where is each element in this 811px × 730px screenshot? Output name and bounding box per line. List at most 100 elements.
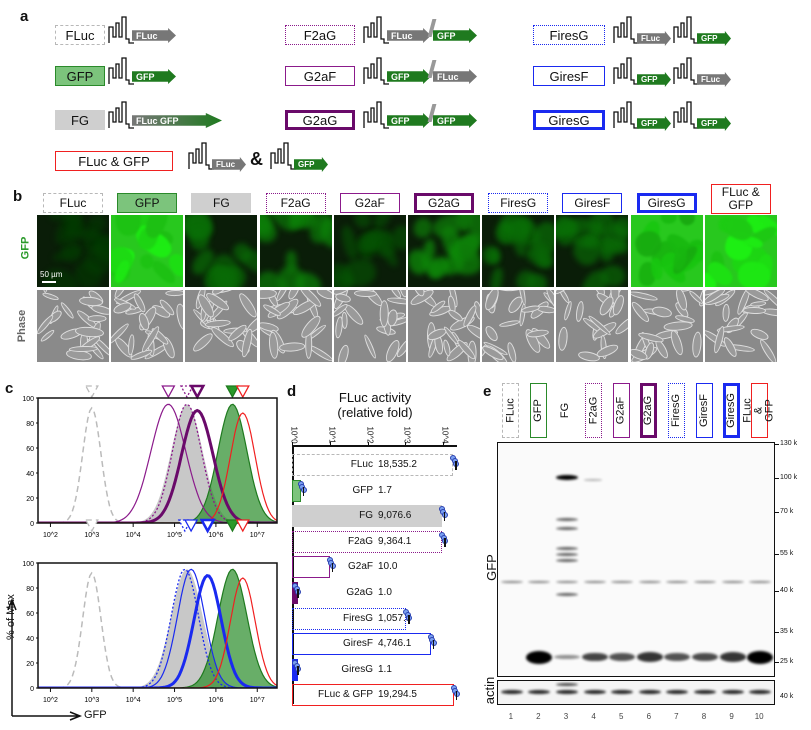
mw-tick (775, 591, 779, 592)
column-label-box: GiresF (562, 193, 623, 213)
mw-marker-label: 40 k (780, 693, 794, 700)
y-tick-label: 20 (26, 661, 34, 668)
gfp-band (526, 650, 553, 664)
cell-outline (190, 330, 216, 355)
x-tick (292, 442, 293, 446)
bar-giresf (292, 633, 431, 656)
promoter-hairpin-icon (108, 101, 134, 129)
gene-arrow-gfp: GFP (387, 113, 431, 128)
axes-arrows-icon (7, 597, 83, 721)
bar-category-label: FG (359, 510, 373, 522)
construct-label-box: GiresG (533, 110, 605, 130)
phase-contrast-image (333, 290, 406, 362)
cell-outline (557, 326, 569, 352)
y-tick-label: 60 (26, 611, 34, 618)
gfp-band (581, 652, 608, 662)
gene-arrow-gfp: GFP (697, 31, 731, 46)
plot-frame (37, 397, 278, 524)
median-marker-triangle (161, 385, 176, 399)
y-tick-label: 40 (26, 636, 34, 643)
gfp-fluorescence-image (259, 215, 332, 287)
promoter-hairpin-icon (613, 16, 639, 44)
error-bar (443, 512, 446, 522)
x-tick (443, 442, 445, 446)
bar-g2af (292, 556, 330, 579)
actin-extra-band (556, 683, 578, 686)
y-tick-label: 80 (26, 421, 34, 428)
gene-arrow-fluc: FLuc (387, 28, 431, 43)
cell-outline (334, 316, 344, 339)
scale-bar-label: 50 µm (40, 270, 63, 279)
cell-outline (663, 320, 693, 332)
histogram-fluc (38, 571, 277, 688)
gene-arrow-gfp: GFP (637, 72, 671, 87)
promoter-hairpin-icon (108, 16, 134, 44)
bar-category-label: G2aF (347, 561, 373, 573)
mw-tick (775, 554, 779, 555)
construct-label-box: FLuc (55, 25, 105, 45)
x-tick-label: 10^4 (126, 532, 141, 539)
actin-band (666, 690, 689, 694)
nonspecific-band (638, 581, 661, 583)
promoter-hairpin-icon (270, 142, 296, 170)
cell-outline (353, 290, 377, 298)
panel-label-d: d (287, 383, 297, 400)
lane-number: 8 (701, 712, 707, 721)
x-tick (405, 442, 407, 446)
y-tick-label: 100 (22, 396, 34, 403)
column-label-box: GFP (117, 193, 178, 213)
cell-outline (630, 290, 658, 302)
gfp-band (719, 652, 746, 662)
construct-label-box: G2aG (285, 110, 355, 130)
chart-subtitle: (relative fold) (337, 405, 413, 420)
phase-contrast-image (259, 290, 332, 362)
column-label-box: FLuc & GFP (710, 184, 771, 214)
lane-label: FLuc (504, 398, 517, 423)
lane-label-box: FG (557, 383, 575, 438)
nonspecific-band (694, 581, 716, 583)
bar-fluc (292, 454, 454, 476)
actin-band (500, 690, 523, 694)
x-tick (329, 442, 331, 446)
histogram-flucgfp (38, 412, 277, 523)
lane-label: F2aG (587, 396, 600, 425)
fusion-band (556, 475, 578, 480)
promoter-hairpin-icon (613, 57, 639, 85)
lane-number: 5 (618, 712, 624, 721)
lane-number: 4 (591, 712, 596, 721)
construct-label-box: G2aF (285, 66, 355, 86)
mw-marker-label: 55 k (780, 550, 794, 557)
cell-outline (279, 342, 306, 353)
bar-category-label: G2aG (346, 587, 373, 598)
lane-label: GiresG (725, 393, 738, 428)
bar-fg (292, 505, 442, 528)
ampersand-text: & (250, 149, 263, 169)
gfp-band (747, 650, 774, 664)
promoter-hairpin-icon (673, 16, 699, 44)
lane-label-box: GiresG (723, 383, 741, 438)
gfp-band (636, 652, 663, 662)
x-tick (367, 442, 369, 446)
construct-label-box: GFP (55, 66, 105, 86)
histogram-f2ag (38, 403, 277, 523)
panel-c-histograms: 0 20 40 60 80 100 10^2 10^3 10^4 10^5 10^6 10^7 0 20 4… (7, 384, 278, 721)
lane-label: FLuc & GFP (741, 398, 776, 423)
lane-number: 3 (563, 712, 569, 721)
gfp-band (554, 654, 580, 660)
nonspecific-band (666, 581, 689, 583)
phase-contrast-image (630, 290, 703, 362)
bar-value-label: 1,057.8 (378, 612, 412, 624)
promoter-hairpin-icon (108, 57, 134, 85)
mw-marker-label: 25 k (780, 658, 794, 665)
lane-label-box: FiresG (667, 383, 685, 438)
gfp-band (664, 652, 691, 662)
gfp-fluorescence-image (111, 215, 184, 287)
error-bar (302, 486, 305, 496)
promoter-hairpin-icon (673, 57, 699, 85)
column-label-box: G2aF (339, 193, 400, 213)
bar-flucgfp (292, 684, 454, 707)
y-tick-label: 60 (26, 446, 34, 453)
x-tick-label: 10^7 (250, 697, 265, 704)
plot-frame (37, 562, 278, 689)
panel-label-c: c (5, 380, 14, 397)
